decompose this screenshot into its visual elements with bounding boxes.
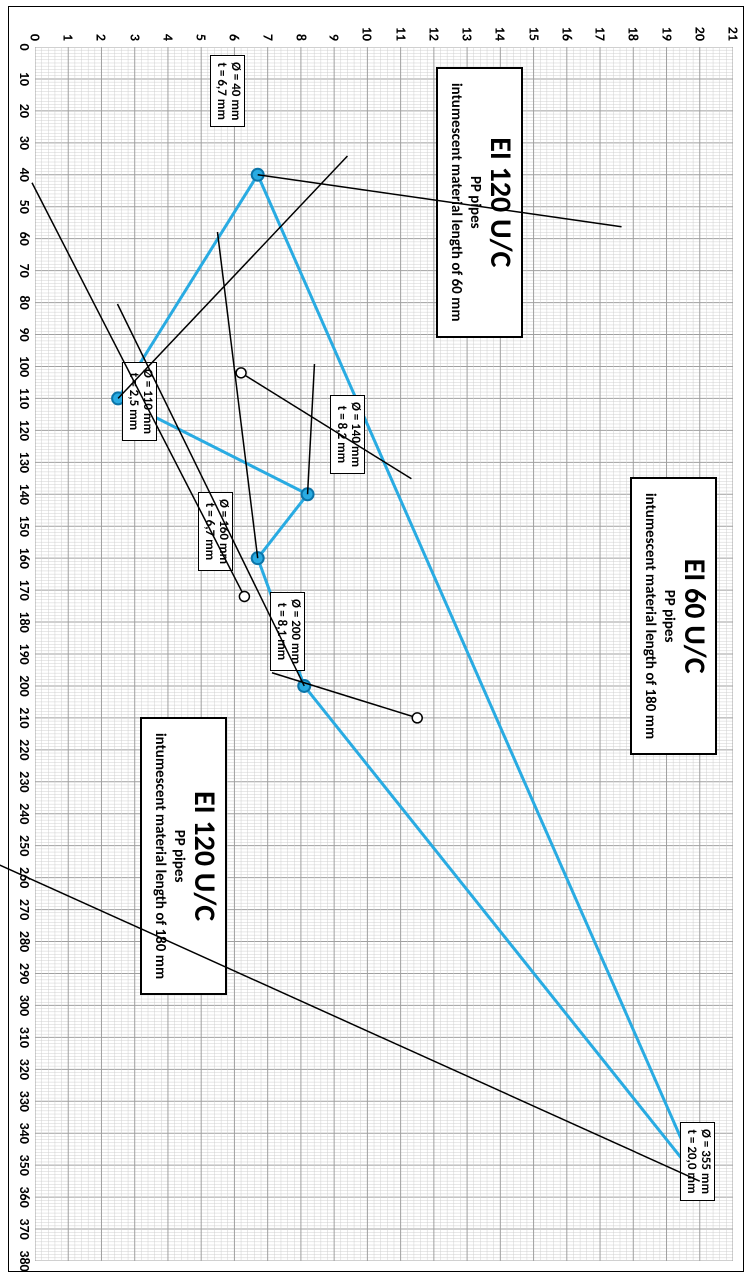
chart-frame: 0102030405060708090100110120130140150160… — [8, 6, 744, 1272]
rotated-stage: 0102030405060708090100110120130140150160… — [0, 0, 752, 1278]
leader-lines-svg — [7, 7, 743, 1273]
